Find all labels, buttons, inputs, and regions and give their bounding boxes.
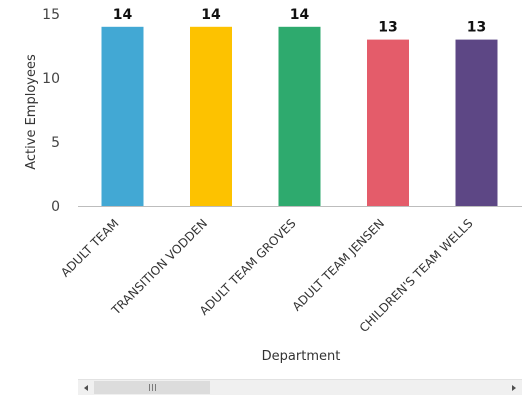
bar: [455, 39, 498, 206]
arrow-right-icon: [512, 384, 516, 391]
horizontal-scrollbar[interactable]: [78, 379, 522, 395]
grip-icon: [148, 384, 156, 391]
scroll-right-button[interactable]: [506, 380, 522, 395]
bar-value-label: 14: [290, 7, 310, 23]
bar-value-label: 14: [113, 7, 133, 23]
y-axis-ticks: 0 5 10 15: [42, 7, 60, 215]
x-axis-title: Department: [262, 349, 341, 364]
y-tick-label: 0: [51, 199, 60, 215]
data-labels: 14 14 14 13 13: [113, 7, 486, 36]
bar-value-label: 14: [201, 7, 221, 23]
bar-value-label: 13: [467, 20, 486, 36]
y-tick-label: 5: [51, 135, 60, 151]
x-tick-label: ADULT TEAM JENSEN: [290, 216, 388, 314]
x-tick-label: TRANSITION VODDEN: [108, 216, 210, 318]
bar: [367, 39, 409, 206]
bar: [101, 26, 144, 206]
y-tick-label: 10: [42, 71, 60, 87]
bar: [190, 26, 232, 206]
scrollbar-thumb[interactable]: [94, 381, 210, 394]
bar: [278, 26, 321, 206]
y-tick-label: 15: [42, 7, 60, 23]
x-tick-label: ADULT TEAM GROVES: [197, 216, 299, 318]
scroll-left-button[interactable]: [78, 380, 94, 395]
arrow-left-icon: [84, 384, 88, 391]
bar-value-label: 13: [378, 20, 397, 36]
y-axis-title: Active Employees: [24, 54, 39, 170]
x-tick-label: ADULT TEAM: [58, 216, 122, 280]
bars: [101, 26, 498, 206]
